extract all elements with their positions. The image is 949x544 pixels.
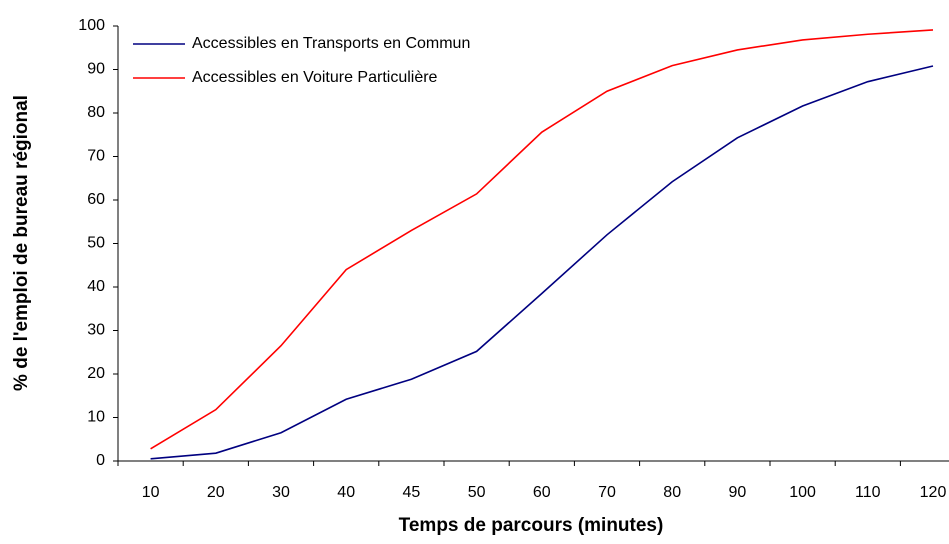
y-tick-label: 60 <box>87 191 105 208</box>
x-tick-label: 30 <box>272 484 290 501</box>
x-axis-label: Temps de parcours (minutes) <box>399 515 664 536</box>
y-tick-label: 100 <box>78 17 105 34</box>
legend-label: Accessibles en Voiture Particulière <box>192 69 438 86</box>
y-axis-label: % de l'emploi de bureau régional <box>11 95 32 391</box>
y-tick-label: 50 <box>87 235 105 252</box>
x-tick-label: 60 <box>533 484 551 501</box>
x-tick-label: 50 <box>468 484 486 501</box>
x-tick-label: 45 <box>403 484 421 501</box>
x-tick-label: 100 <box>789 484 816 501</box>
y-tick-label: 0 <box>96 452 105 469</box>
x-tick-label: 20 <box>207 484 225 501</box>
legend-label: Accessibles en Transports en Commun <box>192 35 470 52</box>
y-tick-label: 90 <box>87 61 105 78</box>
x-tick-label: 120 <box>920 484 947 501</box>
y-tick-label: 10 <box>87 409 105 426</box>
x-tick-label: 110 <box>855 484 881 501</box>
y-tick-label: 80 <box>87 104 105 121</box>
y-tick-label: 30 <box>87 322 105 339</box>
y-tick-label: 70 <box>87 148 105 165</box>
x-tick-label: 70 <box>598 484 616 501</box>
x-tick-label: 10 <box>142 484 160 501</box>
x-tick-label: 90 <box>729 484 747 501</box>
x-tick-label: 40 <box>337 484 355 501</box>
y-tick-label: 40 <box>87 278 105 295</box>
x-tick-label: 80 <box>663 484 681 501</box>
series-line <box>150 29 934 450</box>
y-tick-label: 20 <box>87 365 105 382</box>
series-line <box>150 65 934 460</box>
